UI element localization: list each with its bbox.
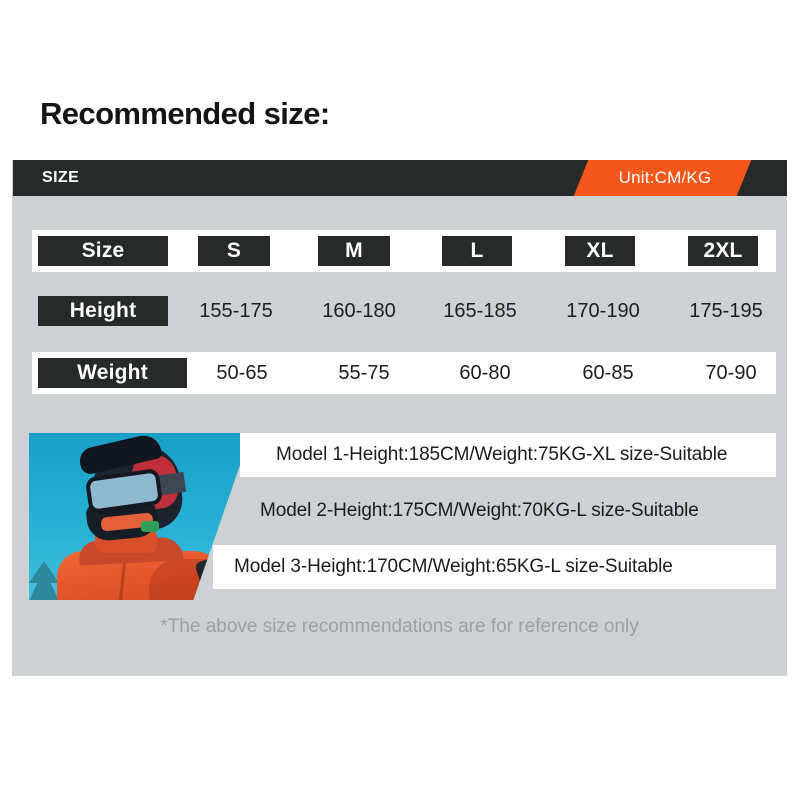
weight-cell-2xl: 70-90 bbox=[705, 362, 757, 384]
disclaimer-note: *The above size recommendations are for … bbox=[160, 616, 639, 637]
model-1-band bbox=[240, 433, 776, 477]
model-3-band bbox=[213, 545, 776, 589]
weight-cell-l: 60-80 bbox=[459, 362, 511, 384]
model-1-text: Model 1-Height:185CM/Weight:75KG-XL size… bbox=[276, 444, 728, 465]
weight-cell-xl: 60-85 bbox=[582, 362, 634, 384]
model-3-text: Model 3-Height:170CM/Weight:65KG-L size-… bbox=[234, 556, 673, 577]
row-label-weight: Weight bbox=[38, 358, 187, 388]
model-2-text: Model 2-Height:175CM/Weight:70KG-L size-… bbox=[260, 500, 699, 521]
header-size-label: SIZE bbox=[42, 169, 80, 186]
page-title: Recommended size: bbox=[40, 96, 330, 131]
size-cell-m: M bbox=[318, 236, 390, 266]
weight-cell-m: 55-75 bbox=[338, 362, 390, 384]
height-cell-m: 160-180 bbox=[322, 300, 396, 322]
height-cell-2xl: 175-195 bbox=[689, 300, 763, 322]
size-chart-panel: SIZE Unit:CM/KG Size S M L XL 2XL Height… bbox=[12, 160, 787, 676]
height-cell-s: 155-175 bbox=[199, 300, 273, 322]
unit-label: Unit:CM/KG bbox=[618, 168, 712, 187]
weight-cell-s: 50-65 bbox=[216, 362, 268, 384]
height-cell-xl: 170-190 bbox=[566, 300, 640, 322]
size-cell-s: S bbox=[198, 236, 270, 266]
size-cell-2xl: 2XL bbox=[688, 236, 758, 266]
size-cell-xl: XL bbox=[565, 236, 635, 266]
row-label-height: Height bbox=[38, 296, 168, 326]
helmet-green-tab bbox=[141, 521, 159, 532]
height-cell-l: 165-185 bbox=[443, 300, 517, 322]
chart-header-bar: SIZE bbox=[13, 160, 787, 196]
size-cell-l: L bbox=[442, 236, 512, 266]
row-label-size: Size bbox=[38, 236, 168, 266]
